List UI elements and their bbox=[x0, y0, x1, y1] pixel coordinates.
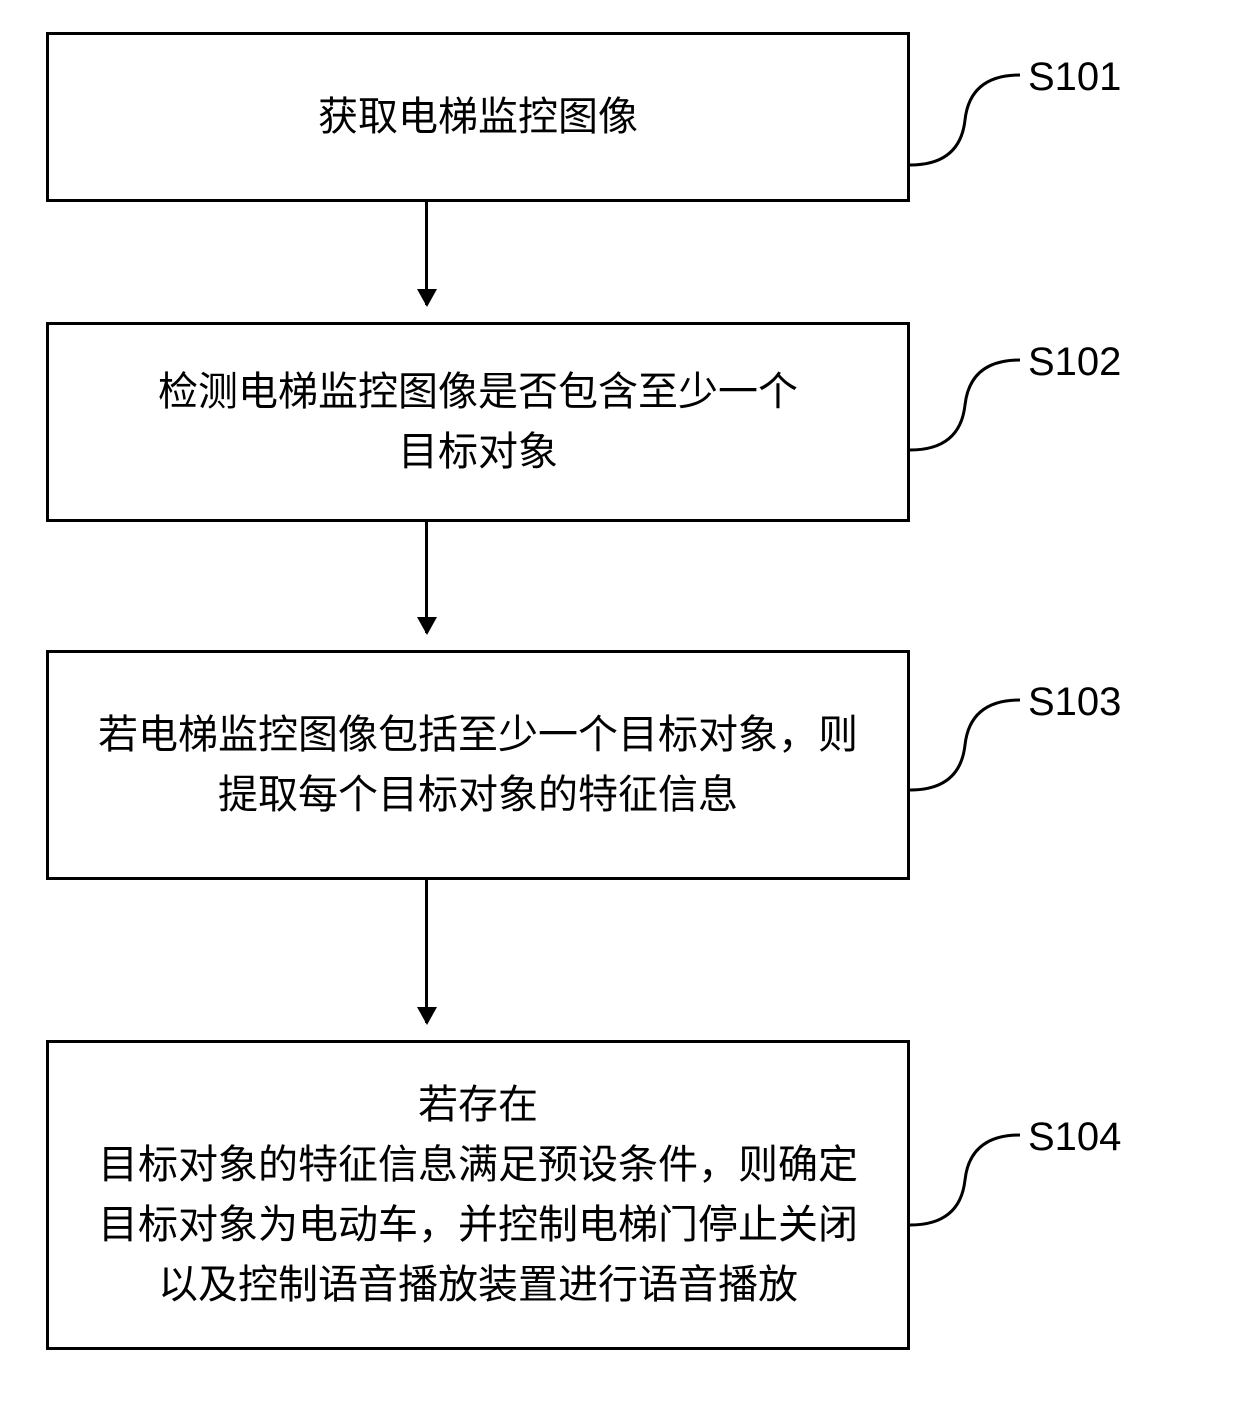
connector-curve-2 bbox=[910, 700, 1020, 790]
step-text: 若电梯监控图像包括至少一个目标对象，则 提取每个目标对象的特征信息 bbox=[98, 705, 858, 825]
step-box-s101: 获取电梯监控图像 bbox=[46, 32, 910, 202]
connector-curve-0 bbox=[910, 75, 1020, 165]
step-label-s101: S101 bbox=[1028, 55, 1121, 100]
connector-curve-3 bbox=[910, 1135, 1020, 1225]
step-box-s104: 若存在 目标对象的特征信息满足预设条件，则确定 目标对象为电动车，并控制电梯门停… bbox=[46, 1040, 910, 1350]
step-label-s104: S104 bbox=[1028, 1115, 1121, 1160]
step-text: 获取电梯监控图像 bbox=[318, 87, 638, 147]
connector-curve-1 bbox=[910, 360, 1020, 450]
flow-arrow-0 bbox=[425, 202, 428, 305]
step-box-s102: 检测电梯监控图像是否包含至少一个 目标对象 bbox=[46, 322, 910, 522]
step-text: 若存在 目标对象的特征信息满足预设条件，则确定 目标对象为电动车，并控制电梯门停… bbox=[98, 1075, 858, 1315]
step-label-s102: S102 bbox=[1028, 340, 1121, 385]
step-text: 检测电梯监控图像是否包含至少一个 目标对象 bbox=[158, 362, 798, 482]
step-label-s103: S103 bbox=[1028, 680, 1121, 725]
flow-arrow-1 bbox=[425, 522, 428, 633]
step-box-s103: 若电梯监控图像包括至少一个目标对象，则 提取每个目标对象的特征信息 bbox=[46, 650, 910, 880]
flowchart-container: 获取电梯监控图像 S101 检测电梯监控图像是否包含至少一个 目标对象 S102 若电梯… bbox=[0, 0, 1240, 1406]
flow-arrow-2 bbox=[425, 880, 428, 1023]
